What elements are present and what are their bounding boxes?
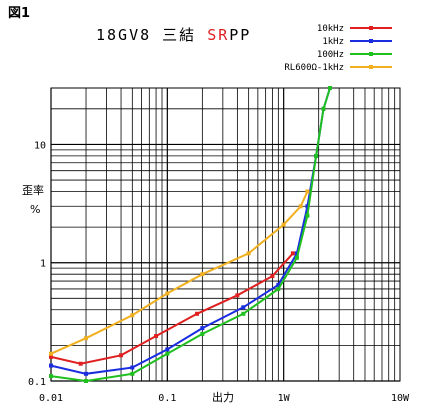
data-point bbox=[294, 251, 299, 256]
data-point bbox=[276, 286, 281, 291]
data-point bbox=[165, 291, 170, 296]
legend: 10kHz 1kHz 100Hz RL600Ω-1kHz bbox=[284, 24, 392, 73]
title-part: 18GV8 三結 bbox=[96, 26, 207, 44]
data-point bbox=[270, 274, 275, 279]
data-point bbox=[130, 371, 135, 376]
plot-frame bbox=[50, 87, 401, 382]
title-part: R bbox=[218, 26, 229, 44]
data-point bbox=[314, 153, 319, 158]
data-point bbox=[49, 354, 53, 359]
series-line bbox=[50, 191, 309, 355]
data-point bbox=[200, 326, 205, 331]
legend-label: 1kHz bbox=[322, 37, 344, 47]
data-point bbox=[276, 282, 281, 287]
y-tick-label: 10 bbox=[34, 140, 46, 151]
series-line bbox=[50, 252, 294, 365]
data-point bbox=[241, 305, 246, 310]
data-point bbox=[321, 106, 326, 111]
data-point bbox=[119, 353, 124, 358]
grid bbox=[50, 87, 400, 382]
x-tick-label: 0.1 bbox=[158, 393, 176, 404]
data-point bbox=[305, 204, 310, 209]
data-point bbox=[154, 334, 159, 339]
title-part: PP bbox=[229, 26, 251, 44]
data-point bbox=[84, 336, 89, 341]
x-tick-label: 10W bbox=[391, 393, 410, 404]
y-axis-label-line1: 歪率 bbox=[22, 183, 44, 197]
data-point bbox=[200, 331, 205, 336]
legend-marker bbox=[369, 26, 373, 30]
data-point bbox=[241, 311, 246, 316]
legend-label: RL600Ω-1kHz bbox=[284, 63, 344, 73]
data-point bbox=[298, 204, 303, 209]
data-point bbox=[165, 347, 170, 352]
data-point bbox=[165, 351, 170, 356]
data-point bbox=[290, 251, 295, 256]
legend-marker bbox=[369, 39, 373, 43]
title-part: S bbox=[207, 26, 218, 44]
legend-marker bbox=[369, 65, 373, 69]
legend-marker bbox=[369, 52, 373, 56]
data-point bbox=[84, 379, 89, 383]
data-point bbox=[195, 311, 200, 316]
tick-labels: 0.01 0.1 1W 10W 0.1 1 10 bbox=[28, 140, 410, 404]
data-point bbox=[246, 251, 251, 256]
data-point bbox=[49, 374, 53, 379]
data-point bbox=[130, 313, 135, 318]
data-point bbox=[49, 363, 53, 368]
data-point bbox=[294, 255, 299, 260]
data-point bbox=[49, 351, 53, 356]
data-point bbox=[305, 213, 310, 218]
y-tick-label: 0.1 bbox=[28, 377, 46, 388]
y-tick-label: 1 bbox=[40, 259, 46, 270]
data-point bbox=[235, 293, 240, 298]
legend-label: 10kHz bbox=[317, 24, 344, 34]
y-axis-label-line2: % bbox=[30, 203, 40, 216]
data-point bbox=[305, 189, 310, 194]
series-group bbox=[49, 86, 332, 383]
data-point bbox=[84, 371, 89, 376]
series-line bbox=[50, 87, 331, 383]
figure-label: 図1 bbox=[8, 6, 30, 21]
x-tick-label: 0.01 bbox=[39, 393, 63, 404]
data-point bbox=[200, 272, 205, 277]
data-point bbox=[78, 361, 83, 366]
series-line bbox=[50, 87, 331, 375]
x-axis-label: 出力 bbox=[212, 390, 234, 404]
data-point bbox=[130, 365, 135, 370]
data-point bbox=[327, 86, 332, 90]
chart-title: 18GV8 三結 SRPP bbox=[96, 26, 251, 44]
legend-label: 100Hz bbox=[317, 50, 344, 60]
x-tick-label: 1W bbox=[278, 393, 291, 404]
data-point bbox=[281, 222, 286, 227]
